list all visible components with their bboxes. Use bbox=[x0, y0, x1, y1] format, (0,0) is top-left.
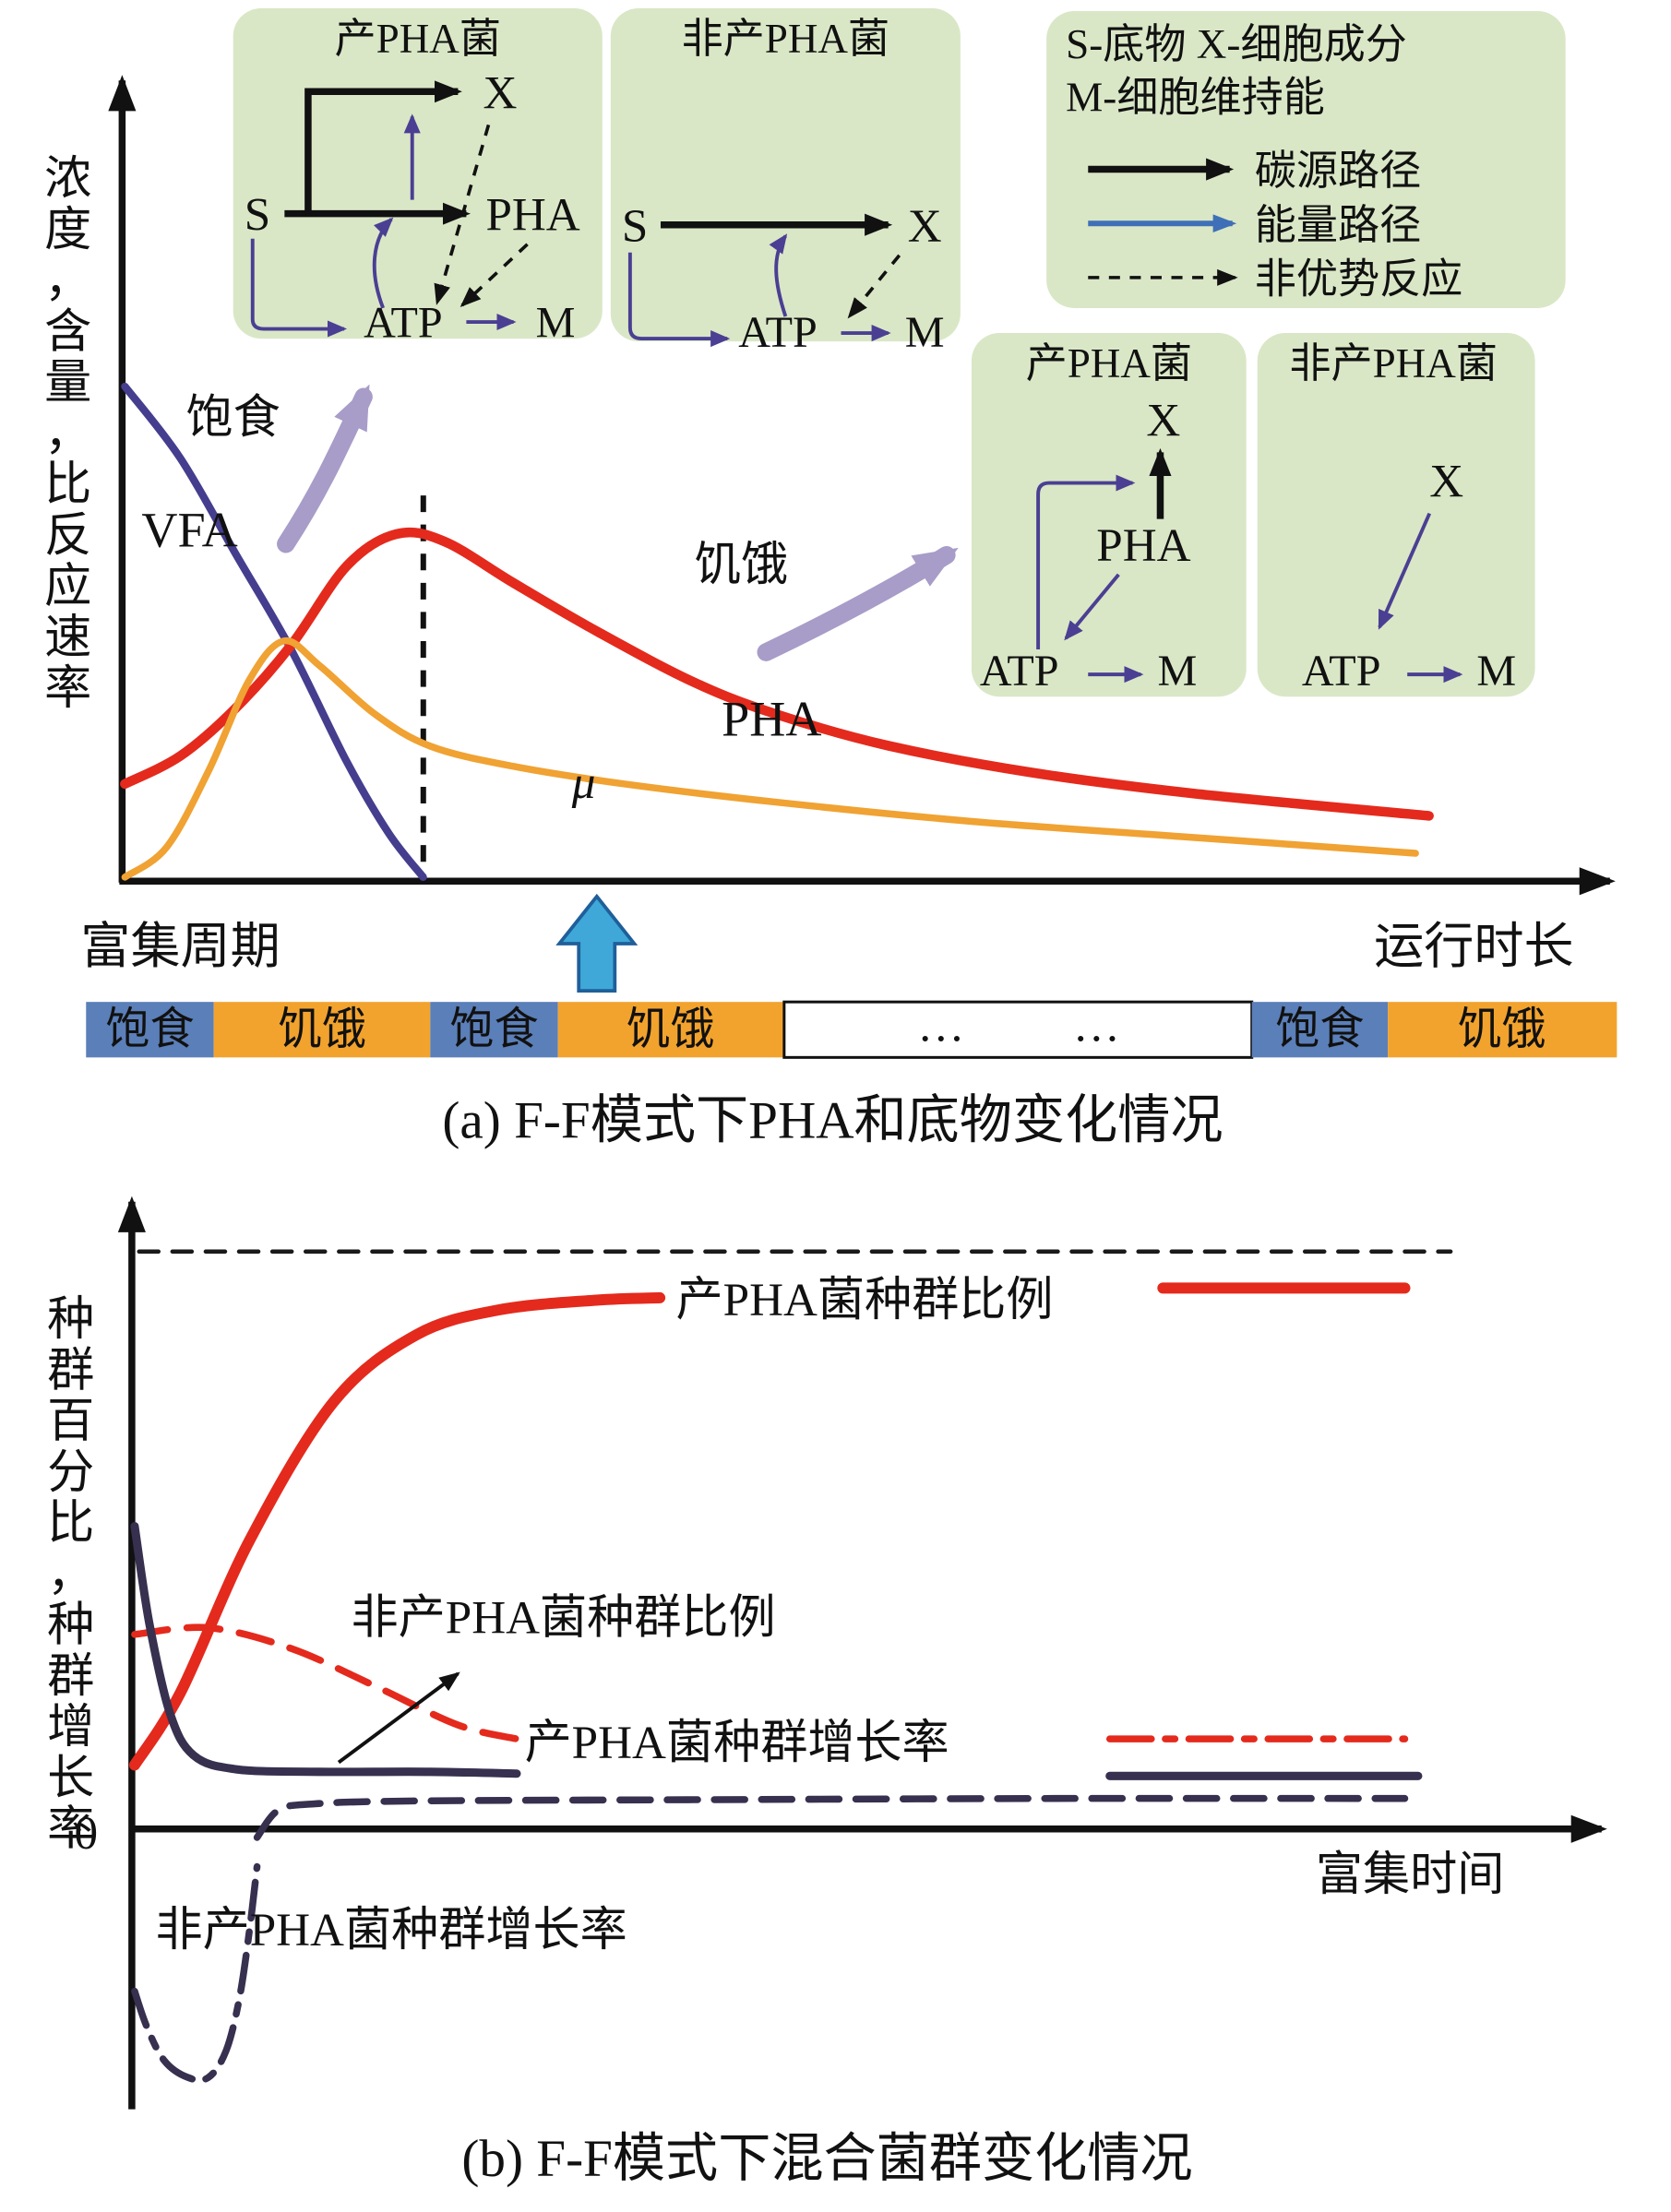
phase-label: 饥饿 bbox=[626, 1005, 714, 1053]
non-pha-growth-label: 非产PHA菌种群增长率 bbox=[155, 1904, 627, 1956]
feast-callout-arrow bbox=[277, 384, 373, 553]
pha-growth-label: 产PHA菌种群增长率 bbox=[525, 1717, 949, 1769]
phase-label: 饱食 bbox=[1275, 1005, 1364, 1053]
non-pha-ratio-label: 非产PHA菌种群比例 bbox=[352, 1592, 776, 1645]
series-non_ratio bbox=[131, 1623, 520, 1742]
node-m: M bbox=[905, 308, 945, 357]
phase-segment-feast-1 bbox=[86, 1002, 214, 1058]
node-atp: ATP bbox=[1302, 647, 1381, 696]
inset-legend: S-底物 X-细胞成分 M-细胞维持能 碳源路径 能量路径 非优势反应 bbox=[1046, 11, 1566, 308]
phase-segment-feast-3 bbox=[1251, 1002, 1389, 1058]
pha-curve-label: PHA bbox=[722, 691, 821, 746]
energy-arrow-pha-to-atp bbox=[1064, 573, 1120, 641]
cycle-pointer-up-arrow bbox=[555, 893, 639, 993]
panel-a-y-axis-label: 浓度，含量，比反应速率 bbox=[44, 153, 91, 715]
phase-label: 饥饿 bbox=[278, 1005, 366, 1053]
legend-energy-label: 能量路径 bbox=[1255, 202, 1421, 248]
energy-arrow-atp-to-x bbox=[1036, 474, 1136, 650]
pha-ratio-label: 产PHA菌种群比例 bbox=[676, 1274, 1054, 1326]
non-pha-ratio-pointer-arrow bbox=[337, 1671, 460, 1765]
famine-label: 饥饿 bbox=[694, 539, 788, 591]
nondominant-arrow-x-to-atp bbox=[434, 124, 491, 305]
node-s: S bbox=[245, 189, 270, 242]
run-time-label: 运行时长 bbox=[1374, 919, 1574, 974]
node-m: M bbox=[1157, 647, 1197, 696]
panel-a-footer: 富集周期 运行时长 饱食 饥饿 饱食 饥饿 … … 饱食 饥饿 (a) F-F模… bbox=[80, 893, 1617, 1150]
panel-a: 浓度，含量，比反应速率 饱食 VFA 饥饿 PHA μ bbox=[44, 75, 1616, 896]
phase-label: 饱食 bbox=[449, 1005, 538, 1053]
legend-symbols-line2: M-细胞维持能 bbox=[1066, 74, 1325, 120]
panel-a-caption: (a) F-F模式下PHA和底物变化情况 bbox=[442, 1092, 1223, 1150]
inset-feast-non: 非产PHA菌 S X ATP M bbox=[610, 8, 961, 357]
node-m: M bbox=[536, 299, 576, 348]
inset-famine-producer-box bbox=[971, 333, 1247, 697]
series-vfa bbox=[121, 382, 427, 882]
inset-feast-non-box bbox=[610, 8, 961, 342]
energy-arrow-x-to-atp bbox=[1378, 512, 1432, 630]
node-atp: ATP bbox=[738, 308, 818, 357]
node-s: S bbox=[622, 200, 648, 253]
energy-arrow-atp-to-line bbox=[769, 233, 788, 317]
node-x: X bbox=[908, 200, 942, 253]
phase-segment-famine-1 bbox=[213, 1002, 431, 1058]
carbon-arrow-s-to-x bbox=[304, 80, 462, 214]
inset-feast-producer-title: 产PHA菌 bbox=[335, 16, 501, 62]
energy-arrow-s-to-atp bbox=[627, 252, 731, 348]
legend-symbols-line1: S-底物 X-细胞成分 bbox=[1066, 21, 1407, 67]
energy-arrow-s-to-atp bbox=[250, 238, 348, 338]
phase-gap-dots: … bbox=[917, 999, 964, 1052]
inset-famine-producer-title: 产PHA菌 bbox=[1026, 340, 1192, 387]
panel-b-series bbox=[128, 1249, 1453, 2084]
node-x: X bbox=[483, 66, 517, 119]
series-non_growth bbox=[253, 1794, 1409, 1841]
inset-feast-non-title: 非产PHA菌 bbox=[682, 16, 890, 62]
series-pha_growth bbox=[130, 1522, 521, 1778]
legend-box bbox=[1046, 11, 1566, 308]
legend-carbon-label: 碳源路径 bbox=[1255, 148, 1421, 194]
nondominant-arrow-pha-to-atp bbox=[460, 243, 529, 308]
inset-feast-producer: 产PHA菌 S PHA X ATP M bbox=[233, 8, 603, 348]
node-x: X bbox=[1146, 394, 1180, 446]
node-pha: PHA bbox=[485, 189, 579, 242]
phase-label: 饱食 bbox=[105, 1005, 194, 1053]
feast-label: 饱食 bbox=[186, 391, 280, 444]
inset-famine-non-box bbox=[1257, 333, 1535, 697]
inset-famine-non-title: 非产PHA菌 bbox=[1289, 340, 1498, 387]
phase-label: 饥饿 bbox=[1457, 1005, 1546, 1053]
legend-nondominant-label: 非优势反应 bbox=[1255, 256, 1463, 302]
node-x: X bbox=[1429, 456, 1463, 508]
series-pha_ratio bbox=[128, 1291, 666, 1771]
panel-b-y-axis-label: 种群百分比，种群增长率 bbox=[47, 1293, 94, 1855]
series-non_growth_dip bbox=[131, 1862, 261, 2084]
panel-b-caption: (b) F-F模式下混合菌群变化情况 bbox=[461, 2130, 1192, 2188]
phase-segment-famine-2 bbox=[557, 1002, 784, 1058]
phase-segment-gap bbox=[782, 1000, 1254, 1059]
energy-arrow-atp-to-pha-line bbox=[372, 217, 394, 309]
node-atp: ATP bbox=[364, 299, 443, 348]
nondominant-arrow-x-to-atp bbox=[847, 254, 901, 319]
phase-gap-dots: … bbox=[1073, 999, 1120, 1052]
series-mu bbox=[121, 636, 1419, 881]
node-atp: ATP bbox=[980, 647, 1059, 696]
panel-b-x-axis-label: 富集时间 bbox=[1316, 1849, 1504, 1901]
inset-famine-non: 非产PHA菌 X ATP M bbox=[1257, 333, 1535, 697]
panel-a-series bbox=[120, 382, 1434, 882]
vfa-curve-label: VFA bbox=[141, 503, 237, 558]
series-pha bbox=[120, 527, 1434, 821]
phase-bar: 饱食 饥饿 饱食 饥饿 … … 饱食 饥饿 bbox=[86, 999, 1617, 1059]
inset-famine-producer: 产PHA菌 X PHA ATP M bbox=[971, 333, 1247, 697]
phase-segment-feast-2 bbox=[430, 1002, 558, 1058]
phase-segment-famine-3 bbox=[1388, 1002, 1617, 1058]
zero-tick-label: 0 bbox=[74, 1807, 98, 1860]
panel-b: 种群百分比，种群增长率 0 产PHA菌种群比例 非产PHA菌种群比例 产PHA菌… bbox=[47, 1195, 1607, 2188]
mu-curve-label: μ bbox=[571, 756, 596, 809]
node-m: M bbox=[1476, 647, 1516, 696]
node-pha: PHA bbox=[1096, 519, 1190, 572]
enrichment-cycle-label: 富集周期 bbox=[80, 919, 280, 974]
famine-callout-arrow bbox=[757, 545, 959, 661]
